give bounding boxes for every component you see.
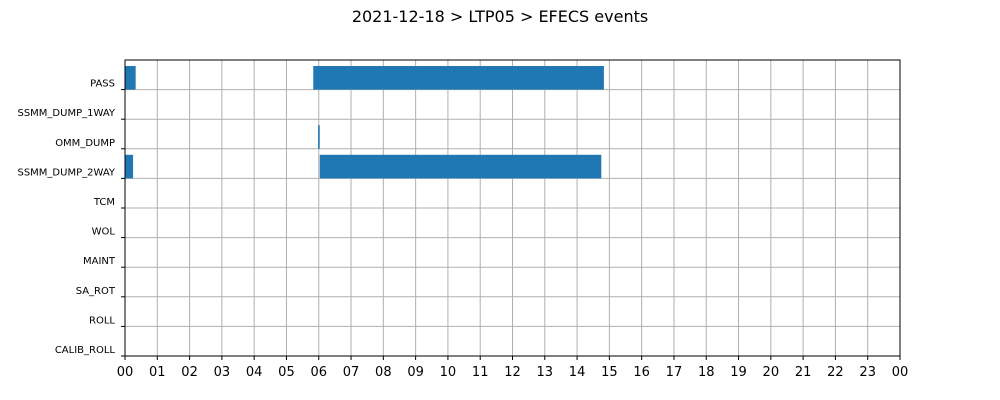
x-axis-labels: 00 01 02 03 04 05 06 07 08 09 10 11 12 13 14 15 16 17 18 19…	[117, 356, 909, 380]
x-tick-label: 12	[504, 365, 521, 380]
x-tick-label: 13	[537, 365, 554, 380]
x-tick-label: 04	[246, 365, 263, 380]
x-tick-label: 22	[827, 365, 844, 380]
x-tick-label: 20	[763, 365, 780, 380]
x-tick-label: 19	[730, 365, 747, 380]
x-tick-label: 03	[214, 365, 231, 380]
event-bar-ssmm-dump-2way	[125, 154, 134, 179]
x-tick-label: 18	[698, 365, 715, 380]
x-tick-label: 14	[569, 365, 586, 380]
x-tick-label: 17	[666, 365, 683, 380]
x-tick-label: 23	[859, 365, 876, 380]
y-tick-label: OMM_DUMP	[55, 138, 115, 149]
x-tick-label: 05	[278, 365, 295, 380]
x-tick-label: 21	[795, 365, 812, 380]
x-tick-label: 11	[472, 365, 489, 380]
x-tick-label: 06	[310, 365, 327, 380]
x-tick-label: 15	[601, 365, 618, 380]
y-tick-label: PASS	[90, 79, 115, 90]
x-tick-label: 10	[440, 365, 457, 380]
y-axis-labels: PASS SSMM_DUMP_1WAY OMM_DUMP SSMM_DUMP_2WAY…	[17, 79, 125, 357]
y-tick-label: MAINT	[83, 256, 116, 267]
event-bar-pass	[313, 66, 604, 90]
x-tick-label: 07	[343, 365, 360, 380]
chart-title: 2021-12-18 > LTP05 > EFECS events	[352, 7, 648, 26]
y-tick-label: TCM	[93, 197, 115, 208]
x-tick-label: 01	[149, 365, 166, 380]
event-bar-ssmm-dump-2way	[319, 154, 602, 179]
plot-frame	[124, 59, 901, 357]
x-tick-label: 00	[117, 365, 134, 380]
event-bar-pass	[125, 66, 136, 90]
y-tick-label: WOL	[92, 227, 116, 238]
y-tick-label: CALIB_ROLL	[55, 345, 116, 356]
x-tick-label: 08	[375, 365, 392, 380]
y-tick-label: SSMM_DUMP_1WAY	[17, 108, 115, 119]
x-tick-label: 02	[181, 365, 198, 380]
x-tick-label: 16	[633, 365, 650, 380]
event-bar-omm-dump	[318, 125, 320, 149]
event-bars	[125, 66, 604, 179]
y-tick-label: SA_ROT	[76, 286, 116, 297]
y-tick-label: SSMM_DUMP_2WAY	[17, 167, 115, 178]
x-tick-label: 09	[407, 365, 424, 380]
grid-lines	[124, 60, 901, 357]
x-tick-label: 00	[892, 365, 909, 380]
y-tick-label: ROLL	[89, 315, 115, 326]
